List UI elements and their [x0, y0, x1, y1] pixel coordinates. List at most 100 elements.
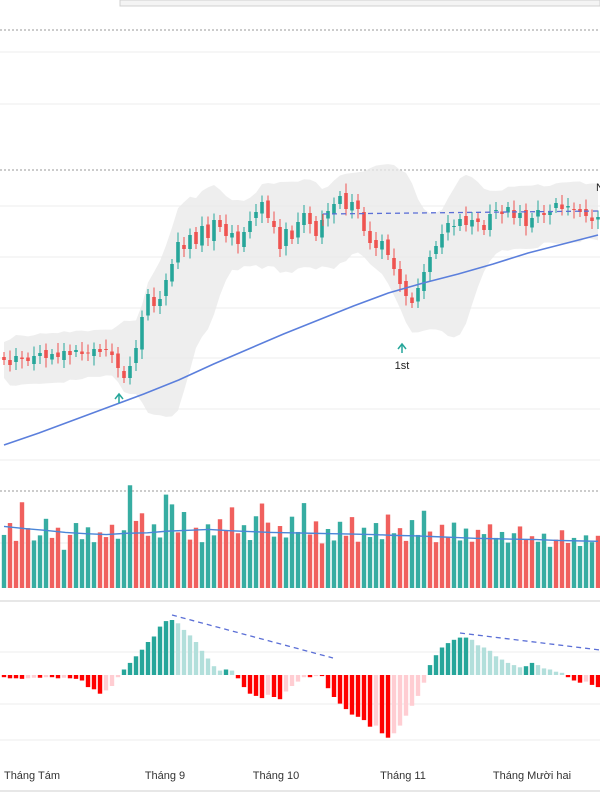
- candle-body: [554, 203, 558, 208]
- top-toolbar-edge: [119, 0, 600, 7]
- volume-bar: [307, 534, 313, 588]
- macd-bar: [529, 662, 535, 675]
- volume-bar: [211, 535, 217, 588]
- candle-body: [2, 357, 6, 360]
- macd-bar: [79, 675, 85, 681]
- volume-bar: [109, 524, 115, 588]
- macd-bar: [325, 675, 331, 689]
- macd-bar: [343, 675, 349, 710]
- volume-bar: [151, 524, 157, 588]
- candle-body: [362, 212, 366, 231]
- price-candles: [2, 183, 600, 385]
- macd-bar: [355, 675, 361, 717]
- candle-body: [452, 226, 456, 227]
- candle-body: [44, 350, 48, 358]
- volume-bar: [445, 537, 451, 588]
- candle-body: [542, 213, 546, 215]
- candle-body: [194, 232, 198, 244]
- macd-bar: [235, 675, 241, 679]
- macd-bar: [583, 675, 589, 682]
- candle-body: [14, 356, 18, 362]
- volume-bar: [385, 514, 391, 588]
- candle-body: [26, 357, 30, 361]
- candle-body: [308, 213, 312, 224]
- macd-bar: [163, 621, 169, 675]
- macd-bar: [457, 637, 463, 675]
- volume-bar: [67, 534, 73, 588]
- volume-bar: [331, 540, 337, 588]
- volume-bar: [271, 536, 277, 588]
- candle-body: [272, 221, 276, 227]
- candle-body: [500, 211, 504, 214]
- volume-bar: [547, 546, 553, 588]
- macd-bar: [115, 675, 121, 678]
- macd-bar: [187, 635, 193, 675]
- candle-body: [56, 352, 60, 357]
- candle-body: [368, 231, 372, 243]
- candle-body: [572, 209, 576, 210]
- macd-bar: [109, 675, 115, 686]
- candle-body: [248, 221, 252, 232]
- candle-body: [68, 351, 72, 355]
- x-tick-label: Tháng 11: [380, 770, 426, 782]
- macd-bar: [199, 650, 205, 675]
- macd-bar: [211, 666, 217, 675]
- volume-bar: [265, 522, 271, 588]
- candle-body: [398, 269, 402, 284]
- volume-bar: [487, 524, 493, 588]
- macd-bar: [433, 655, 439, 675]
- macd-bar: [205, 658, 211, 675]
- volume-bar: [61, 549, 67, 588]
- volume-bar: [85, 527, 91, 588]
- macd-bar: [571, 675, 577, 681]
- volume-bar: [223, 530, 229, 588]
- macd-bar: [385, 675, 391, 738]
- candle-body: [92, 349, 96, 356]
- macd-bar: [49, 675, 55, 678]
- candle-body: [344, 193, 348, 209]
- macd-bar: [19, 675, 25, 679]
- candle-body: [392, 258, 396, 269]
- candle-body: [50, 354, 54, 360]
- macd-bar: [253, 675, 259, 696]
- candle-body: [548, 211, 552, 215]
- macd-bar: [307, 675, 313, 678]
- macd-bar: [37, 675, 43, 678]
- volume-bar: [187, 539, 193, 588]
- volume-bar: [229, 507, 235, 588]
- volume-bar: [235, 533, 241, 588]
- candle-body: [242, 232, 246, 247]
- candle-body: [260, 202, 264, 214]
- candle-body: [134, 348, 138, 363]
- candle-body: [494, 210, 498, 211]
- macd-trendline: [171, 614, 334, 659]
- x-tick-label: Tháng Tám: [4, 770, 60, 782]
- volume-bar: [121, 530, 127, 588]
- macd-bar: [223, 669, 229, 675]
- macd-bar: [193, 642, 199, 675]
- macd-bar: [541, 668, 547, 675]
- volume-bar: [169, 504, 175, 588]
- candle-body: [74, 350, 78, 352]
- volume-bar: [577, 545, 583, 588]
- volume-bar: [139, 513, 145, 588]
- bollinger-band: [4, 164, 598, 417]
- volume-bar: [397, 528, 403, 588]
- x-axis: Tháng Tám Tháng 9 Tháng 10 Tháng 11 Thán…: [4, 770, 571, 782]
- volume-bar: [481, 534, 487, 588]
- volume-bar: [325, 528, 331, 588]
- volume-bar: [433, 542, 439, 588]
- volume-bar: [259, 503, 265, 588]
- macd-bar: [505, 662, 511, 675]
- candle-body: [236, 231, 240, 244]
- candle-body: [182, 245, 186, 249]
- candle-body: [590, 217, 594, 221]
- candle-body: [188, 235, 192, 249]
- macd-bar: [91, 675, 97, 690]
- candle-body: [416, 288, 420, 302]
- volume-bar: [145, 535, 151, 588]
- volume-bar: [25, 528, 31, 588]
- volume-bar: [595, 535, 600, 588]
- candle-body: [80, 351, 84, 354]
- macd-bar: [247, 675, 253, 694]
